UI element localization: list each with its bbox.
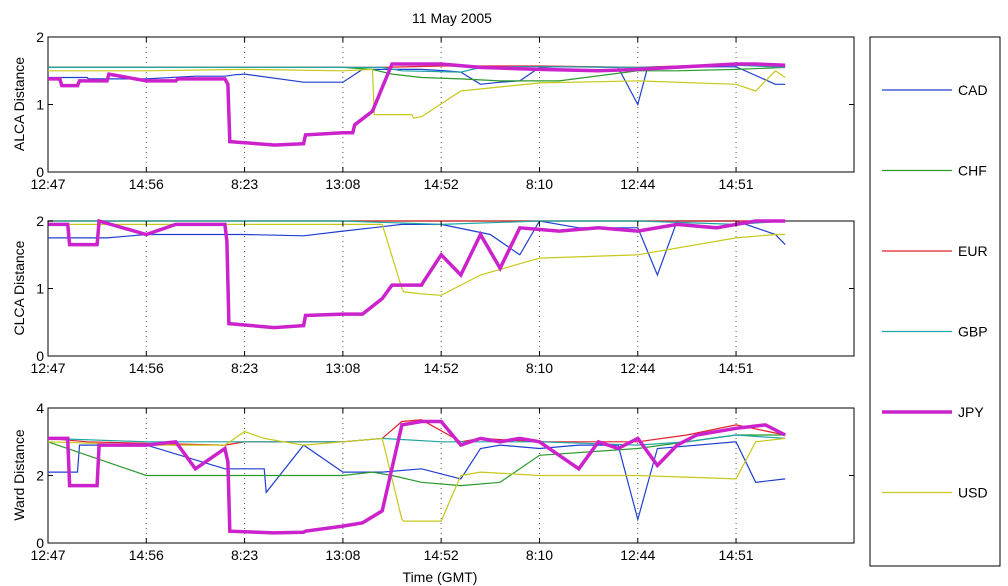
alca-series-jpy bbox=[48, 62, 786, 147]
alca-axes-box bbox=[47, 36, 855, 173]
ward-series-eur bbox=[47, 419, 786, 446]
ward-ytick-label: 4 bbox=[36, 400, 44, 416]
alca-series-usd bbox=[48, 68, 786, 119]
legend: CAD CHF EUR GBP JPY USD bbox=[869, 36, 1001, 567]
legend-box bbox=[869, 36, 1001, 567]
clca-xtick-label: 12:44 bbox=[620, 360, 655, 376]
ward-ylabel: Ward Distance bbox=[11, 429, 27, 521]
ward-xtick-label: 14:51 bbox=[719, 547, 754, 563]
ward-series bbox=[47, 419, 786, 535]
clca-series-usd bbox=[48, 223, 786, 296]
alca-panel: 12:47 14:56 8:23 13:08 14:52 8:10 12:44 14:51 0… bbox=[11, 29, 855, 192]
alca-yticks: 0 1 2 bbox=[36, 29, 854, 180]
legend-label-jpy: JPY bbox=[958, 404, 984, 420]
x-axis-label: Time (GMT) bbox=[403, 569, 478, 585]
ward-series-gbp bbox=[47, 434, 786, 446]
alca-xtick-label: 14:52 bbox=[424, 176, 459, 192]
legend-label-usd: USD bbox=[958, 485, 988, 501]
ward-xtick-label: 13:08 bbox=[325, 547, 360, 563]
clca-ytick-label: 0 bbox=[36, 348, 44, 364]
clca-xtick-label: 14:52 bbox=[424, 360, 459, 376]
clca-axes-box bbox=[47, 220, 855, 357]
alca-xtick-label: 12:44 bbox=[620, 176, 655, 192]
clca-ytick-label: 1 bbox=[36, 281, 44, 297]
ward-series-jpy bbox=[48, 419, 786, 535]
clca-panel: 12:47 14:56 8:23 13:08 14:52 8:10 12:44 14:51 0… bbox=[11, 213, 855, 376]
ward-xtick-label: 8:10 bbox=[526, 547, 553, 563]
clca-xtick-label: 12:47 bbox=[30, 360, 65, 376]
alca-xtick-label: 13:08 bbox=[325, 176, 360, 192]
alca-xtick-label: 8:10 bbox=[526, 176, 553, 192]
ward-xtick-label: 12:44 bbox=[620, 547, 655, 563]
alca-ytick-label: 1 bbox=[36, 97, 44, 113]
clca-ylabel: CLCA Distance bbox=[11, 240, 27, 335]
clca-series-jpy bbox=[48, 218, 786, 330]
legend-label-chf: CHF bbox=[958, 163, 987, 179]
ward-xtick-label: 8:23 bbox=[231, 547, 258, 563]
clca-xtick-label: 13:08 bbox=[325, 360, 360, 376]
ward-xticks: 12:47 14:56 8:23 13:08 14:52 8:10 12:44 14:51 bbox=[30, 408, 754, 563]
alca-ylabel: ALCA Distance bbox=[11, 57, 27, 151]
legend-label-eur: EUR bbox=[958, 243, 988, 259]
alca-ytick-label: 2 bbox=[36, 29, 44, 45]
alca-series-gbp bbox=[48, 64, 786, 73]
alca-xtick-label: 14:56 bbox=[129, 176, 164, 192]
ward-series-cad bbox=[48, 441, 786, 522]
alca-xtick-label: 8:23 bbox=[231, 176, 258, 192]
clca-xtick-label: 8:10 bbox=[526, 360, 553, 376]
clca-ytick-label: 2 bbox=[36, 213, 44, 229]
clca-xtick-label: 8:23 bbox=[231, 360, 258, 376]
ward-xtick-label: 14:56 bbox=[129, 547, 164, 563]
ward-xtick-label: 14:52 bbox=[424, 547, 459, 563]
clca-yticks: 0 1 2 bbox=[36, 213, 854, 364]
alca-series bbox=[48, 62, 786, 147]
alca-ytick-label: 0 bbox=[36, 164, 44, 180]
clca-xticks: 12:47 14:56 8:23 13:08 14:52 8:10 12:44 14:51 bbox=[30, 221, 754, 376]
clca-xtick-label: 14:51 bbox=[719, 360, 754, 376]
ward-ytick-label: 2 bbox=[36, 468, 44, 484]
clca-xtick-label: 14:56 bbox=[129, 360, 164, 376]
alca-xticks: 12:47 14:56 8:23 13:08 14:52 8:10 12:44 14:51 bbox=[30, 37, 754, 192]
alca-xtick-label: 14:51 bbox=[719, 176, 754, 192]
chart-title: 11 May 2005 bbox=[412, 10, 492, 26]
ward-series-chf bbox=[47, 434, 786, 487]
ward-series-usd bbox=[47, 430, 786, 522]
alca-xtick-label: 12:47 bbox=[30, 176, 65, 192]
legend-label-gbp: GBP bbox=[958, 324, 988, 340]
ward-ytick-label: 0 bbox=[36, 535, 44, 551]
ward-yticks: 0 2 4 bbox=[36, 400, 854, 551]
legend-label-cad: CAD bbox=[958, 82, 988, 98]
ward-xtick-label: 12:47 bbox=[30, 547, 65, 563]
ward-panel: 12:47 14:56 8:23 13:08 14:52 8:10 12:44 14:51 0… bbox=[11, 400, 855, 563]
